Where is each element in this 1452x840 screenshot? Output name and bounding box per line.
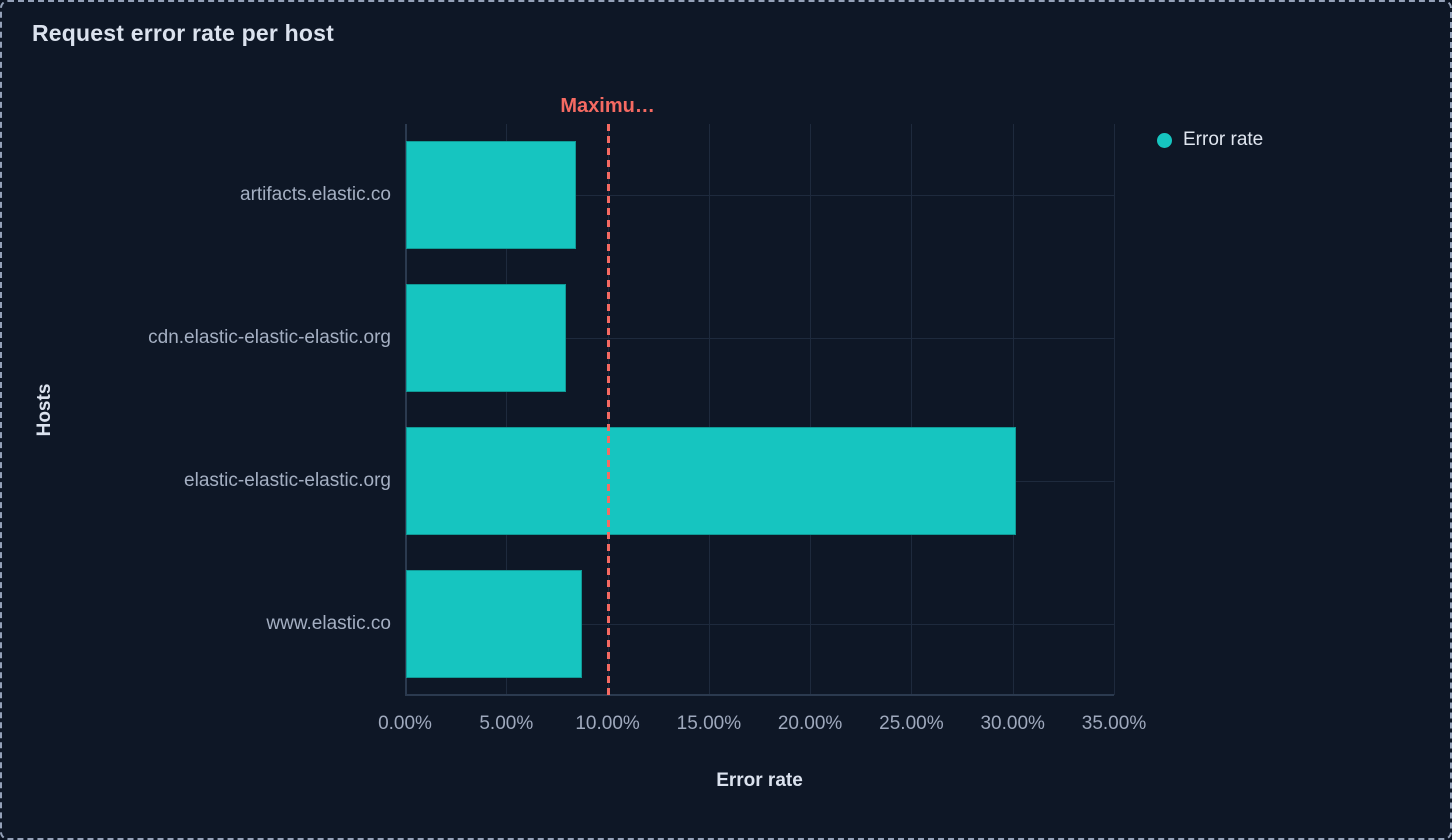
- x-tick-label: 5.00%: [479, 713, 534, 734]
- bar-elastic-elastic-elastic.org[interactable]: [406, 426, 1016, 535]
- y-axis-title: Hosts: [34, 383, 55, 436]
- x-tick-label: 35.00%: [1081, 713, 1147, 734]
- panel-title: Request error rate per host: [32, 20, 334, 46]
- legend-color-dot-icon: [1157, 132, 1172, 148]
- x-tick-label: 0.00%: [378, 713, 432, 734]
- y-gridline: [405, 195, 1114, 197]
- legend-item-label: Error rate: [1183, 129, 1264, 150]
- y-category-label: elastic-elastic-elastic.org: [184, 469, 391, 491]
- x-gridline: [708, 124, 710, 695]
- x-gridline: [810, 124, 812, 695]
- legend-item-error-rate[interactable]: Error rate: [1157, 129, 1263, 151]
- x-tick-label: 25.00%: [879, 713, 944, 734]
- threshold-annotation-label[interactable]: Maximu…: [560, 95, 655, 117]
- x-tick-label: 10.00%: [575, 713, 640, 734]
- x-tick-label: 20.00%: [777, 713, 843, 734]
- x-gridline: [1012, 124, 1014, 695]
- y-category-label: artifacts.elastic.co: [240, 184, 391, 206]
- x-tick-label: 30.00%: [980, 713, 1045, 734]
- y-axis-line: [405, 124, 407, 695]
- bar-cdn.elastic-elastic-elastic.org[interactable]: [406, 284, 566, 393]
- x-axis-title: Error rate: [716, 770, 803, 791]
- y-gridline: [405, 623, 1114, 625]
- x-tick-label: 15.00%: [676, 713, 742, 734]
- x-gridline: [911, 124, 913, 695]
- threshold-line[interactable]: [606, 124, 610, 697]
- plot-area: [405, 124, 1115, 697]
- y-gridline: [405, 338, 1114, 340]
- y-category-label: www.elastic.co: [266, 612, 391, 634]
- x-axis-line: [405, 694, 1114, 696]
- y-category-label: cdn.elastic-elastic-elastic.org: [148, 327, 391, 349]
- bar-artifacts.elastic.co[interactable]: [406, 141, 577, 250]
- x-gridline: [1114, 124, 1115, 695]
- x-gridline: [506, 124, 508, 695]
- bar-www.elastic.co[interactable]: [406, 569, 583, 678]
